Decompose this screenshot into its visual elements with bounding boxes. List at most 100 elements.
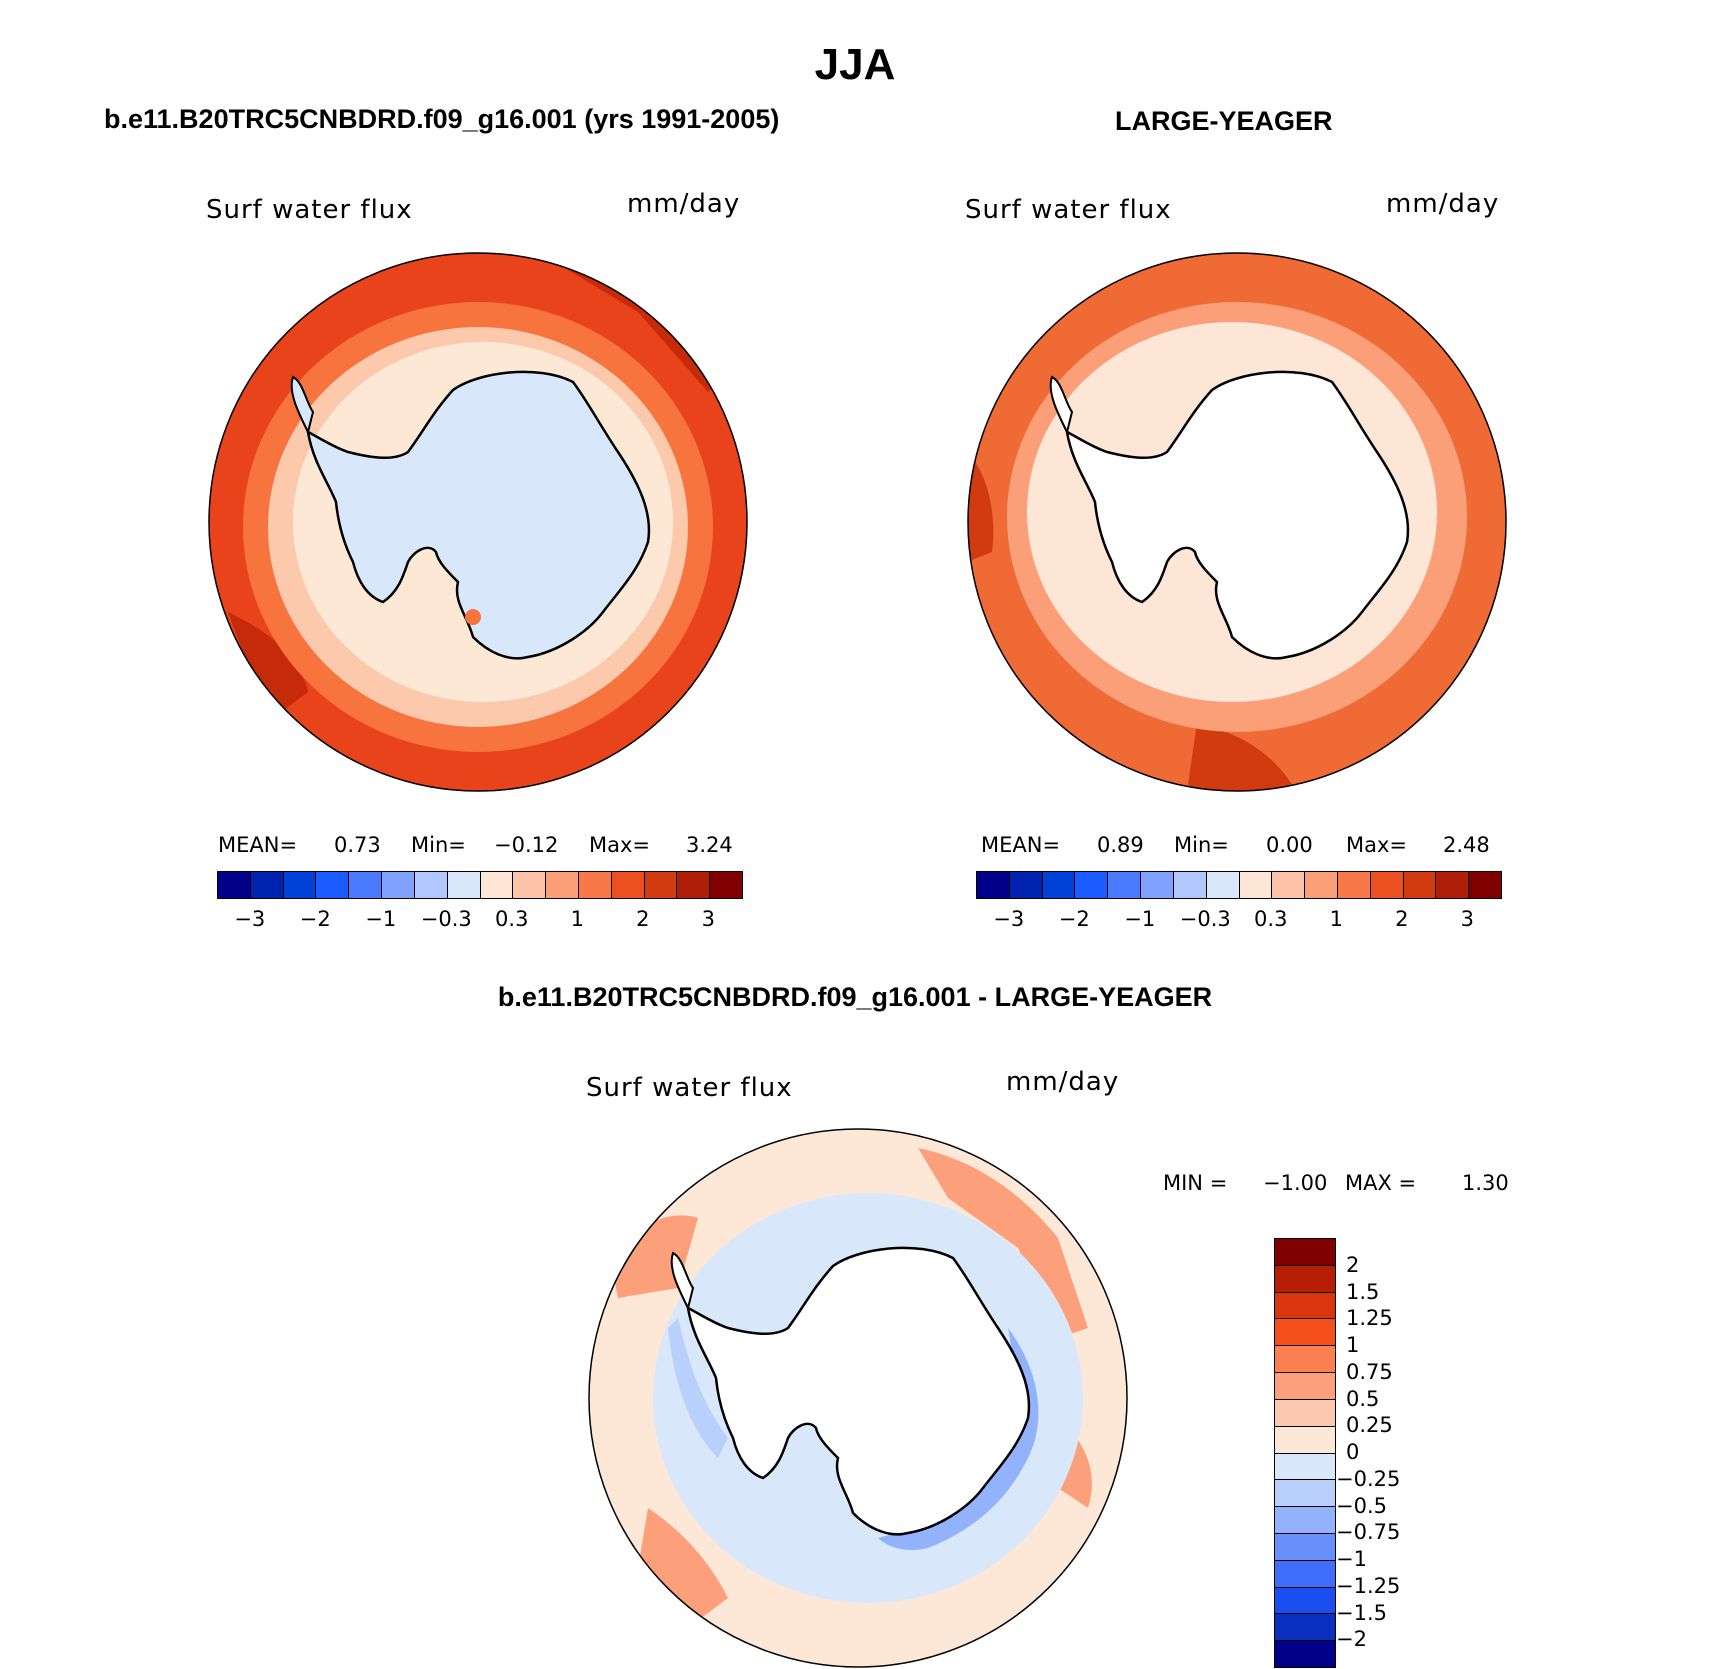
colorbar-swatch <box>1469 872 1501 898</box>
colorbar-swatch <box>349 872 383 898</box>
diff-max-value: 1.30 <box>1462 1171 1509 1195</box>
colorbar-swatch <box>977 872 1010 898</box>
left-map-antarctica <box>306 370 651 660</box>
diff-min-label: MIN = <box>1163 1171 1228 1195</box>
left-min-value: −0.12 <box>494 833 559 857</box>
colorbar-tick-label: 0.75 <box>1346 1359 1393 1384</box>
colorbar-tick-label: 1.25 <box>1346 1306 1393 1331</box>
colorbar-swatch <box>1275 1265 1335 1293</box>
left-polar-map <box>208 252 748 792</box>
colorbar-swatch <box>1141 872 1174 898</box>
right-variable-label: Surf water flux <box>965 195 1172 225</box>
diff-polar-map <box>588 1128 1128 1668</box>
colorbar-swatch <box>710 872 742 898</box>
colorbar-swatch <box>218 872 251 898</box>
left-min-label: Min= <box>411 833 466 857</box>
colorbar-tick-label: −1 <box>365 907 397 931</box>
colorbar-swatch <box>250 872 284 898</box>
colorbar-swatch <box>480 872 514 898</box>
colorbar-tick-label: −0.75 <box>1336 1520 1401 1545</box>
colorbar-tick-label: −2 <box>1058 907 1090 931</box>
colorbar-swatch <box>1403 872 1437 898</box>
colorbar-tick-label: −0.3 <box>1179 907 1231 931</box>
left-panel-header: b.e11.B20TRC5CNBDRD.f09_g16.001 (yrs 199… <box>104 104 780 134</box>
diff-units-label: mm/day <box>1006 1067 1120 1097</box>
colorbar-swatch <box>677 872 711 898</box>
colorbar-swatch <box>578 872 612 898</box>
right-polar-map <box>967 252 1507 792</box>
right-mean-label: MEAN= <box>981 833 1061 857</box>
colorbar-swatch <box>1275 1426 1335 1454</box>
colorbar-swatch <box>1305 872 1338 898</box>
colorbar-swatch <box>1275 1533 1335 1561</box>
diff-map-positive-patch <box>638 1508 728 1628</box>
colorbar-swatch <box>1272 872 1306 898</box>
colorbar-tick-label: −3 <box>234 907 266 931</box>
right-max-value: 2.48 <box>1443 833 1490 857</box>
left-map-dark-patch <box>228 612 308 722</box>
colorbar-swatch <box>1275 1453 1335 1481</box>
right-map-dark-patch <box>968 452 994 562</box>
colorbar-tick-label: 3 <box>1460 907 1474 931</box>
colorbar-swatch <box>1108 872 1142 898</box>
colorbar-tick-label: 1 <box>570 907 584 931</box>
diff-max-label: MAX = <box>1345 1171 1417 1195</box>
diff-map-antarctica <box>686 1246 1031 1536</box>
colorbar-swatch <box>1275 1614 1335 1642</box>
colorbar-swatch <box>1370 872 1404 898</box>
colorbar-tick-label: 1 <box>1346 1333 1360 1357</box>
diff-min-value: −1.00 <box>1263 1171 1328 1195</box>
colorbar-tick-label: 1 <box>1329 907 1343 931</box>
colorbar-swatch <box>1239 872 1273 898</box>
colorbar-swatch <box>1042 872 1076 898</box>
colorbar-swatch <box>1275 1587 1335 1615</box>
left-mean-label: MEAN= <box>218 833 298 857</box>
colorbar-swatch <box>1275 1346 1335 1374</box>
right-map-dark-patch <box>1187 722 1297 791</box>
colorbar-swatch <box>1275 1373 1335 1400</box>
diff-map-peninsula <box>670 1251 695 1311</box>
right-map-antarctica <box>1065 370 1410 660</box>
colorbar-swatch <box>1206 872 1240 898</box>
colorbar-swatch <box>546 872 579 898</box>
colorbar-swatch <box>1275 1560 1335 1588</box>
colorbar-swatch <box>1275 1399 1335 1427</box>
colorbar-tick-label: −1.5 <box>1336 1600 1387 1625</box>
colorbar-tick-label: 2 <box>1395 907 1409 931</box>
colorbar-tick-label: −3 <box>993 907 1025 931</box>
colorbar-swatch <box>447 872 481 898</box>
colorbar-tick-label: 2 <box>636 907 650 931</box>
colorbar-tick-label: 0.5 <box>1346 1386 1380 1411</box>
colorbar-tick-label: 0 <box>1346 1440 1360 1464</box>
left-map-hotspot <box>465 609 481 625</box>
colorbar-swatch <box>1275 1507 1335 1534</box>
right-mean-value: 0.89 <box>1097 833 1144 857</box>
right-max-label: Max= <box>1346 833 1408 857</box>
left-units-label: mm/day <box>627 189 741 219</box>
left-max-label: Max= <box>589 833 651 857</box>
left-map-dark-patch <box>538 253 728 392</box>
colorbar-swatch <box>1337 872 1371 898</box>
colorbar-tick-label: −0.3 <box>420 907 472 931</box>
right-units-label: mm/day <box>1386 189 1500 219</box>
colorbar-swatch <box>1275 1480 1335 1508</box>
colorbar-swatch <box>1275 1319 1335 1347</box>
right-colorbar <box>976 871 1502 899</box>
colorbar-swatch <box>414 872 448 898</box>
left-variable-label: Surf water flux <box>206 195 413 225</box>
colorbar-swatch <box>1009 872 1043 898</box>
left-colorbar <box>217 871 743 899</box>
colorbar-swatch <box>611 872 645 898</box>
colorbar-swatch <box>1436 872 1470 898</box>
colorbar-tick-label: −0.5 <box>1336 1493 1387 1518</box>
diff-map-negative-strong <box>668 1318 728 1458</box>
colorbar-swatch <box>1275 1641 1335 1667</box>
colorbar-swatch <box>382 872 415 898</box>
colorbar-tick-label: −0.25 <box>1336 1466 1401 1491</box>
right-min-value: 0.00 <box>1266 833 1313 857</box>
diff-variable-label: Surf water flux <box>586 1073 793 1103</box>
left-map-peninsula <box>290 375 315 435</box>
colorbar-tick-label: −1.25 <box>1336 1573 1401 1598</box>
colorbar-tick-label: −1 <box>1124 907 1156 931</box>
colorbar-swatch <box>316 872 350 898</box>
